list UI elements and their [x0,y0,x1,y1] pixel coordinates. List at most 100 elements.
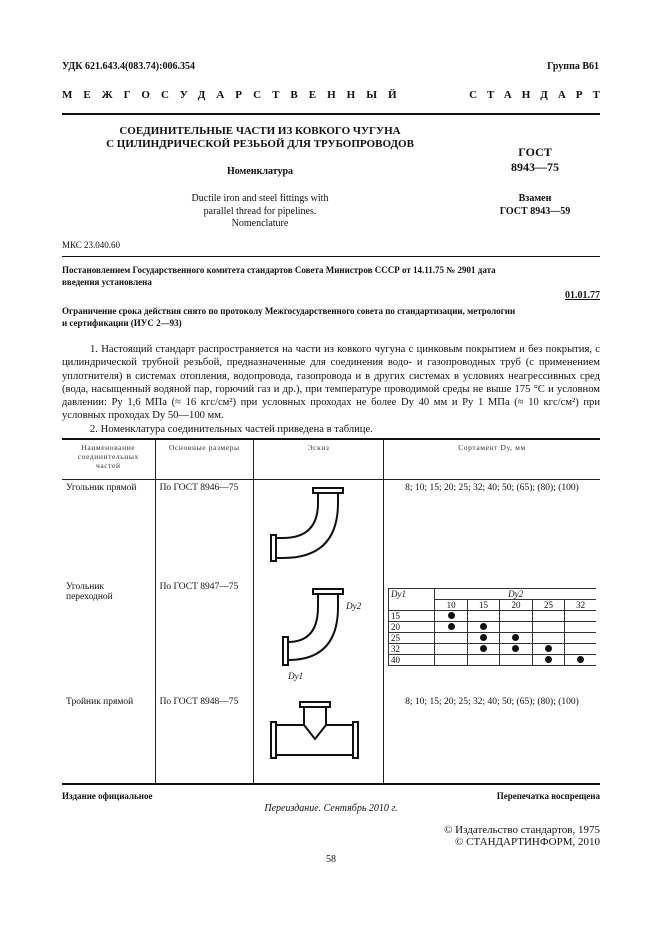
matrix-row-label: 25 [387,632,436,645]
matrix-col: 25 [531,599,566,612]
decree-text: Постановлением Государственного комитета… [62,265,496,275]
matrix-cell [466,643,501,656]
available-dot-icon [480,623,488,631]
matrix-cell [434,632,468,645]
table-row: Угольник переходной По ГОСТ 8947—75 Dу2 … [62,579,601,695]
available-dot-icon [544,645,552,653]
available-dot-icon [480,645,488,653]
matrix-col: 10 [434,599,468,612]
title-line1: СОЕДИНИТЕЛЬНЫЕ ЧАСТИ ИЗ КОВКОГО ЧУГУНА [119,125,401,137]
matrix-cell [499,643,533,656]
elbow-sketch [253,479,384,580]
header-name: Наименование соединительных частей [62,439,156,481]
matrix-cell [531,654,566,667]
matrix-row: 40 [387,654,596,667]
reissue-note: Переиздание. Сентябрь 2010 г. [264,803,398,815]
available-dot-icon [447,612,455,620]
matrix-row: 25 [387,632,596,645]
row-name: Тройник прямой [62,694,156,785]
udk: УДК 621.643.4(083.74):006.354 [62,61,195,72]
page-number: 58 [326,854,336,866]
matrix-row: 20 [387,621,596,634]
replaces-gost: ГОСТ 8943—59 [499,206,571,217]
row-name: Угольник переходной [62,579,156,695]
english-title-3: Nomenclature [231,218,289,229]
available-dot-icon [577,656,585,664]
matrix-cell [564,654,596,667]
matrix-col: 32 [564,599,596,612]
matrix-cell [499,632,533,645]
available-dot-icon [512,645,520,653]
divider [62,256,600,257]
reducing-elbow-sketch: Dу2 Dу1 [253,579,384,695]
header-assortment: Сортамент Dу, мм [383,439,600,481]
matrix-cell [499,621,533,634]
tee-sketch [253,694,384,785]
matrix-cell [466,621,501,634]
available-dot-icon [480,634,488,642]
matrix-row-label: 32 [387,643,436,656]
introduction-date: 01.01.77 [565,290,600,301]
reducing-elbow-matrix: Dу1 Dу2 10 15 20 25 32 15 20 25 32 40 [387,588,596,667]
matrix-cell [466,610,501,623]
row-dims: По ГОСТ 8947—75 [155,579,255,695]
copyright-1: © Издательство стандартов, 1975 [444,824,600,837]
matrix-cell [531,632,566,645]
matrix-row-label: 40 [387,654,436,667]
banner: МЕЖГОСУДАРСТВЕННЫЙ СТАНДАРТ [62,89,600,101]
matrix-row: 15 [387,610,596,623]
official-edition: Издание официальное [62,791,153,802]
table-header-row: Наименование соединительных частей Основ… [62,439,600,481]
matrix-cell [434,610,468,623]
available-dot-icon [447,623,455,631]
dy2-label: Dу2 [346,601,362,612]
dy1-label: Dу1 [288,671,304,682]
table-row: Тройник прямой По ГОСТ 8948—75 8; 10; 15… [62,694,600,785]
row-dims: По ГОСТ 8946—75 [155,479,255,580]
matrix-cell [434,621,468,634]
paragraph-2: 2. Номенклатура соединительных частей пр… [90,423,373,435]
matrix-row-label: 20 [387,621,436,634]
banner-right: СТАНДАРТ [469,89,610,101]
table-row: Угольник прямой По ГОСТ 8946—75 8; 10; 1… [62,479,600,580]
matrix-col: 20 [499,599,533,612]
copyright-2: © СТАНДАРТИНФОРМ, 2010 [455,836,600,849]
header-sketch: Эскиз [253,439,384,481]
row-name: Угольник прямой [62,479,156,580]
matrix-col: 15 [466,599,501,612]
matrix-cell [499,654,533,667]
matrix-cell [466,632,501,645]
matrix-cell [466,654,501,667]
gost-number: 8943—75 [511,160,559,174]
matrix-cell [499,610,533,623]
row-dims: По ГОСТ 8948—75 [155,694,255,785]
available-dot-icon [544,656,552,664]
gost-label: ГОСТ [518,145,552,159]
limitation-text: Ограничение срока действия снято по прот… [62,306,516,316]
row-assortment-matrix: Dу1 Dу2 10 15 20 25 32 15 20 25 32 40 [384,579,601,694]
matrix-cell [531,643,566,656]
matrix-cell [564,643,596,656]
matrix-row: 32 [387,643,596,656]
reprint-forbidden: Перепечатка воспрещена [496,791,600,802]
body-flow: Постановлением Государственного комитета… [62,264,600,865]
paragraph-1: 1. Настоящий стандарт распространяется н… [62,344,600,422]
mks-code: МКС 23.040.60 [62,240,121,250]
matrix-cell [564,610,596,623]
replaces-label: Взамен [518,193,552,204]
decree-text-2: введения установлена [62,277,152,287]
limitation-text-2: и сертификации (ИУС 2—93) [62,318,182,328]
matrix-row-header: Dу1 [387,588,436,612]
matrix-col-header: Dу2 [434,588,596,601]
matrix-cell [434,643,468,656]
header-dimensions: Основные размеры [155,439,255,481]
matrix-row-label: 15 [387,610,436,623]
matrix-cell [434,654,468,667]
english-title-1: Ductile iron and steel fittings with [191,193,329,204]
banner-left: МЕЖГОСУДАРСТВЕННЫЙ [62,89,408,101]
row-assortment: 8; 10; 15; 20; 25; 32; 40; 50; (65); (80… [405,697,579,708]
matrix-cell [564,621,596,634]
row-assortment: 8; 10; 15; 20; 25; 32; 40; 50; (65); (80… [405,483,579,494]
english-title-2: parallel thread for pipelines. [203,206,317,217]
